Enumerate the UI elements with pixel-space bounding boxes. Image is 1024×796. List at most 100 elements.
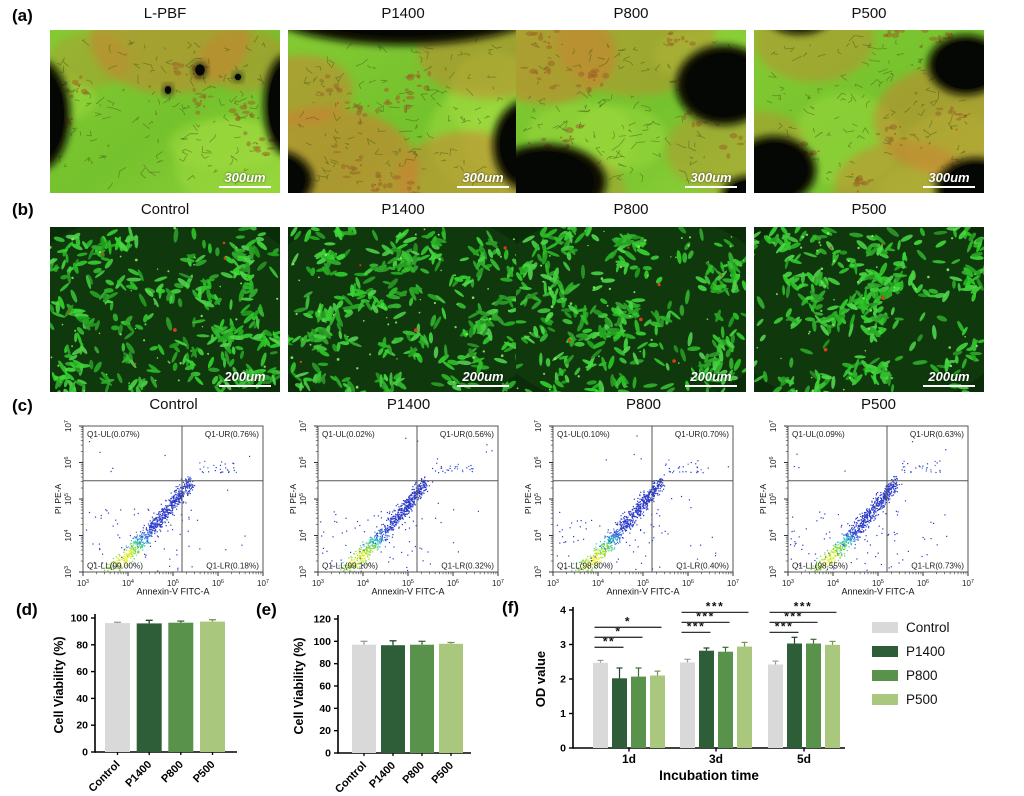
y-tick-label: 106 [299, 457, 308, 469]
panel-a-title-0: L-PBF [143, 5, 187, 22]
bar-control [352, 644, 376, 753]
y-tick-label: 105 [64, 493, 73, 505]
x-tick-label: 104 [827, 579, 839, 588]
y-tick-label: 4 [560, 605, 566, 617]
bar-p500 [200, 621, 225, 752]
y-tick-label: 105 [299, 493, 308, 505]
cell-image-canvas [516, 227, 746, 392]
y-tick-label: 103 [64, 566, 73, 578]
bar-p500-5d [825, 644, 840, 748]
grouped-bar-chart-canvas: 012341d****3d*********5d*********Incubat… [533, 602, 950, 783]
scaffold-image-canvas [754, 30, 984, 193]
x-tick-label: 105 [167, 579, 179, 588]
significance-stars: ** [603, 634, 615, 648]
y-tick-label: 40 [319, 703, 331, 715]
scale-bar-label: 300um [224, 169, 266, 185]
quadrant-label-ur: Q1-UR(0.76%) [205, 430, 259, 439]
flow-xaxis-label: Annexin-V FITC-A [606, 587, 679, 597]
significance-stars: * [615, 624, 621, 638]
x-category-label: P500 [429, 760, 456, 787]
y-tick-label: 105 [769, 493, 778, 505]
bar-p1400-5d [787, 643, 802, 748]
legend-label-p1400: P1400 [906, 644, 945, 659]
flow-plot-control: 103 103 104 104 105 105 106 106 107 107 Annexin-V … [55, 418, 270, 596]
y-tick-label: 100 [70, 613, 88, 625]
scatter-points [556, 435, 729, 572]
micro-image-scaffold-lpbf: 300um [50, 30, 280, 193]
legend-label-p500: P500 [906, 692, 938, 707]
chart-od-value-f: 0 1 2 3 4 1d ** * * 3d *** *** *** 5d *** *** *** Incubat… [500, 602, 978, 796]
bar-p1400-1d [612, 678, 627, 748]
quadrant-label-ll: Q1-LL(99.10%) [322, 562, 378, 571]
quadrant-label-ur: Q1-UR(0.63%) [910, 430, 964, 439]
panel-a-title-2: P800 [613, 5, 649, 22]
x-tick-label: 106 [682, 579, 694, 588]
scale-bar-label: 200um [690, 368, 732, 384]
y-tick-label: 0 [82, 747, 88, 759]
x-tick-label: 106 [917, 579, 929, 588]
legend-swatch-control [872, 622, 898, 633]
x-category-label: Control [86, 759, 122, 795]
flow-xaxis-label: Annexin-V FITC-A [136, 587, 209, 597]
bar-p1400 [136, 623, 162, 752]
quadrant-label-ur: Q1-UR(0.70%) [675, 430, 729, 439]
legend-swatch-p800 [872, 670, 898, 681]
scatter-points [85, 441, 251, 572]
x-tick-label: 103 [312, 579, 324, 588]
y-tick-label: 1 [560, 708, 566, 720]
y-tick-label: 106 [534, 457, 543, 469]
bar-p800-5d [806, 643, 821, 748]
panel-label-c: (c) [12, 396, 33, 415]
x-tick-label: 107 [492, 579, 504, 588]
x-tick-label: 107 [727, 579, 739, 588]
quadrant-label-ul: Q1-UL(0.02%) [322, 430, 375, 439]
panel-label-d: (d) [16, 600, 38, 619]
quadrant-label-ur: Q1-UR(0.56%) [440, 430, 494, 439]
y-tick-label: 20 [76, 720, 88, 732]
y-axis-title: Cell Viability (%) [292, 637, 306, 734]
scale-bar-label: 200um [224, 368, 266, 384]
y-axis-title: Cell Viability (%) [52, 636, 66, 733]
scale-bar-label: 300um [928, 169, 970, 185]
bar-p500-3d [737, 646, 752, 748]
quadrant-label-lr: Q1-LR(0.18%) [206, 562, 259, 571]
y-tick-label: 107 [64, 420, 73, 432]
scale-bar-label: 300um [462, 169, 504, 185]
legend-swatch-p500 [872, 694, 898, 705]
quadrant-label-ll: Q1-LL(98.80%) [557, 562, 613, 571]
bar-p800-3d [718, 651, 733, 748]
x-tick-label: 106 [447, 579, 459, 588]
cell-image-canvas [288, 227, 518, 392]
group-label: 5d [797, 752, 811, 766]
y-tick-label: 103 [534, 566, 543, 578]
legend-swatch-p1400 [872, 646, 898, 657]
scale-bar: 200um [457, 370, 509, 387]
y-tick-label: 107 [769, 420, 778, 432]
y-tick-label: 3 [560, 639, 566, 651]
scale-bar-line [219, 185, 271, 188]
scale-bar: 300um [457, 169, 509, 188]
scale-bar-line [457, 384, 509, 387]
scale-bar: 300um [219, 169, 271, 188]
x-tick-label: 103 [782, 579, 794, 588]
quadrant-label-ll: Q1-LL(98.55%) [792, 562, 848, 571]
bar-control-5d [768, 664, 783, 748]
scale-bar: 300um [923, 169, 975, 188]
y-axis-title: OD value [533, 651, 548, 707]
x-tick-label: 104 [122, 579, 134, 588]
scale-bar-label: 200um [928, 368, 970, 384]
x-tick-label: 105 [872, 579, 884, 588]
y-tick-label: 60 [319, 681, 331, 693]
flow-plot-p1400: 103 103 104 104 105 105 106 106 107 107 Annexin-V … [290, 418, 505, 596]
bar-p1400-3d [699, 650, 714, 748]
x-tick-label: 105 [637, 579, 649, 588]
panel-a-title-3: P500 [851, 5, 887, 22]
bar-p1400 [381, 645, 405, 753]
micro-image-cells-p500: 200um [754, 227, 984, 392]
flow-yaxis-label: PI PE-A [55, 484, 63, 515]
y-tick-label: 0 [560, 743, 566, 755]
y-tick-label: 107 [299, 420, 308, 432]
y-tick-label: 107 [534, 420, 543, 432]
group-label: 3d [709, 752, 723, 766]
